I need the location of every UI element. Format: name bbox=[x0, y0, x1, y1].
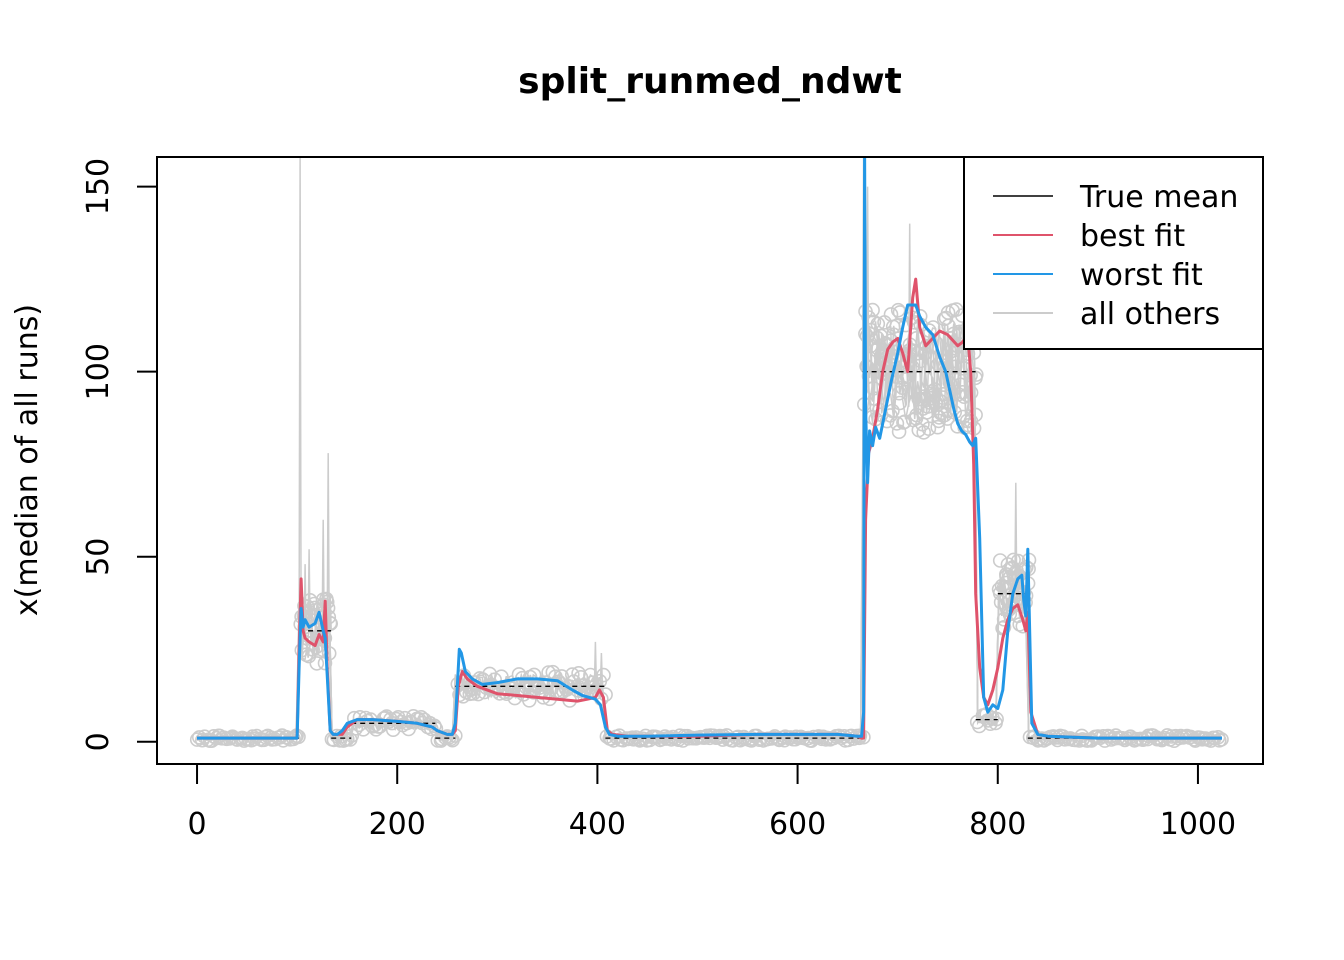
others-point bbox=[937, 407, 953, 423]
others-point bbox=[860, 359, 875, 375]
others-series-line bbox=[196, 324, 1222, 742]
others-point bbox=[319, 594, 335, 610]
others-point bbox=[368, 721, 384, 737]
others-point bbox=[914, 391, 930, 407]
others-point bbox=[1145, 728, 1161, 744]
others-spike bbox=[298, 157, 302, 631]
others-spike bbox=[1014, 482, 1018, 594]
others-point bbox=[598, 687, 613, 702]
others-point bbox=[933, 393, 948, 409]
x-tick-label: 200 bbox=[369, 807, 426, 842]
others-point bbox=[930, 357, 946, 372]
others-point bbox=[564, 667, 580, 682]
others-point bbox=[889, 416, 905, 431]
y-tick-label: 100 bbox=[81, 343, 116, 400]
others-point bbox=[921, 421, 937, 437]
y-tick-label: 150 bbox=[81, 158, 116, 215]
others-point bbox=[890, 302, 906, 318]
x-tick-label: 800 bbox=[969, 807, 1026, 842]
others-point bbox=[320, 600, 336, 616]
others-point bbox=[385, 722, 401, 738]
others-point bbox=[507, 690, 523, 706]
others-series-line bbox=[196, 321, 1222, 742]
legend-label-others: all others bbox=[1080, 297, 1220, 332]
others-spike bbox=[326, 453, 330, 631]
others-point bbox=[992, 553, 1008, 568]
others-point bbox=[947, 404, 963, 420]
legend-label-true-mean: True mean bbox=[1079, 180, 1238, 215]
others-point bbox=[584, 675, 600, 691]
others-point bbox=[321, 646, 337, 661]
others-point bbox=[919, 405, 935, 420]
others-point bbox=[423, 721, 439, 737]
others-point bbox=[892, 395, 908, 411]
true-mean-layer bbox=[197, 371, 1222, 739]
others-point bbox=[897, 372, 913, 387]
others-point bbox=[526, 667, 542, 683]
others-spike bbox=[865, 186, 870, 372]
x-axis: 0 200 400 600 800 1000 bbox=[187, 763, 1236, 842]
others-point bbox=[596, 667, 611, 683]
others-point bbox=[968, 407, 983, 423]
others-point bbox=[344, 728, 360, 743]
others-spike bbox=[303, 564, 307, 631]
others-point bbox=[913, 353, 928, 369]
others-point bbox=[1203, 733, 1219, 748]
fit-layer bbox=[197, 157, 1222, 740]
y-tick-label: 50 bbox=[81, 538, 116, 576]
worst-fit-line bbox=[197, 157, 1222, 740]
chart-title: split_runmed_ndwt bbox=[518, 61, 902, 102]
x-tick-label: 0 bbox=[187, 807, 206, 842]
x-tick-label: 1000 bbox=[1160, 807, 1236, 842]
others-series-line bbox=[196, 322, 1222, 742]
x-tick-label: 600 bbox=[769, 807, 826, 842]
others-point bbox=[927, 382, 943, 397]
others-point bbox=[930, 419, 946, 435]
others-point bbox=[521, 692, 537, 708]
y-axis: 0 50 100 150 bbox=[81, 158, 158, 751]
others-point bbox=[910, 345, 925, 361]
others-point bbox=[309, 656, 325, 671]
others-point bbox=[1168, 728, 1183, 744]
legend-label-best-fit: best fit bbox=[1080, 219, 1185, 254]
others-point bbox=[566, 674, 582, 689]
others-point bbox=[256, 732, 272, 748]
legend-label-worst-fit: worst fit bbox=[1080, 258, 1203, 293]
y-tick-label: 0 bbox=[81, 732, 116, 751]
legend-box bbox=[963, 156, 1264, 350]
others-point bbox=[511, 667, 527, 682]
others-point bbox=[989, 711, 1004, 727]
others-series-line bbox=[196, 325, 1222, 742]
others-point bbox=[549, 683, 564, 699]
others-point bbox=[321, 609, 337, 625]
others-series-line bbox=[196, 323, 1222, 742]
others-point bbox=[441, 730, 457, 745]
others-point bbox=[921, 323, 937, 338]
others-point bbox=[466, 686, 481, 701]
others-point bbox=[947, 359, 963, 375]
others-point bbox=[443, 731, 459, 747]
y-axis-label: x(median of all runs) bbox=[10, 304, 45, 616]
others-series-line bbox=[196, 321, 1222, 742]
others-point bbox=[663, 732, 679, 747]
x-tick-label: 400 bbox=[569, 807, 626, 842]
legend: True mean best fit worst fit all others bbox=[963, 156, 1264, 350]
